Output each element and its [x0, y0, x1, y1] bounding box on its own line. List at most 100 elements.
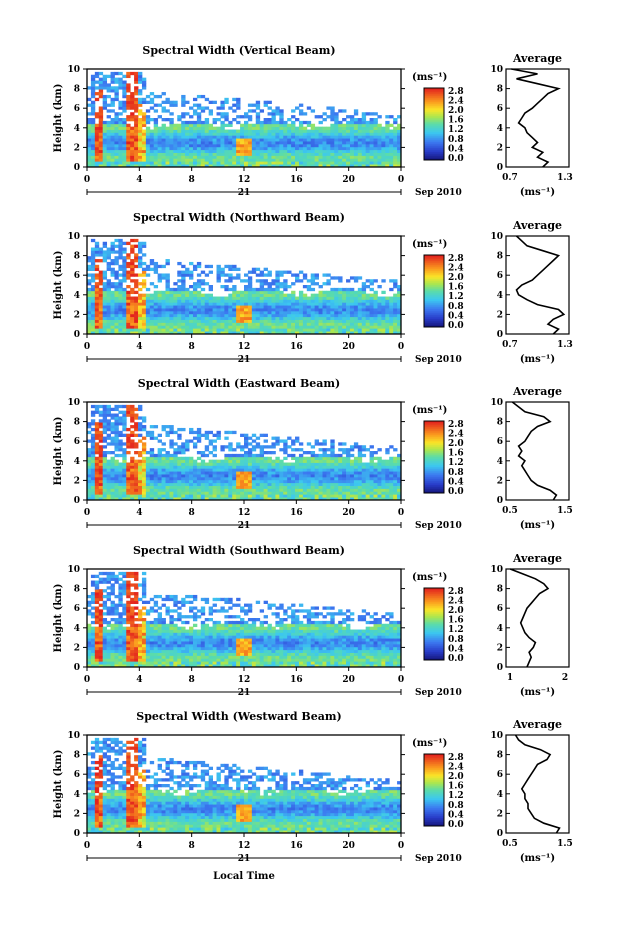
- heatmap-cell: [228, 479, 233, 484]
- heatmap-cell: [185, 305, 190, 309]
- heatmap-cell: [349, 488, 355, 492]
- heatmap-cell: [216, 270, 221, 274]
- heatmap-cell: [110, 451, 115, 455]
- heatmap-cell: [106, 152, 111, 156]
- heatmap-cell: [291, 296, 296, 300]
- heatmap-cell: [334, 316, 339, 320]
- heatmap-cell: [161, 135, 166, 139]
- heatmap-cell: [275, 331, 280, 334]
- heatmap-cell: [306, 308, 312, 312]
- heatmap-cell: [259, 491, 265, 495]
- heatmap-cell: [94, 448, 100, 452]
- heatmap-cell: [141, 129, 147, 133]
- heatmap-cell: [287, 479, 292, 484]
- heatmap-cell: [169, 488, 174, 492]
- heatmap-cell: [149, 488, 155, 492]
- heatmap-cell: [114, 97, 119, 102]
- heatmap-cell: [220, 146, 225, 151]
- heatmap-cell: [287, 132, 292, 136]
- heatmap-cell: [149, 459, 155, 463]
- heatmap-cell: [369, 120, 374, 125]
- heatmap-cell: [90, 89, 96, 93]
- heatmap-cell: [87, 299, 92, 303]
- heatmap-cell: [318, 135, 323, 139]
- heatmap-cell: [244, 152, 249, 156]
- heatmap-cell: [302, 299, 308, 303]
- heatmap-cell: [377, 310, 382, 315]
- heatmap-cell: [287, 299, 292, 303]
- heatmap-cell: [224, 436, 229, 440]
- heatmap-cell: [389, 313, 394, 318]
- heatmap-cell: [185, 494, 190, 498]
- heatmap-cell: [212, 476, 217, 481]
- heatmap-cell: [192, 479, 198, 484]
- heatmap-cell: [298, 109, 304, 113]
- heatmap-cell: [247, 129, 253, 133]
- heatmap-cell: [141, 261, 147, 266]
- heatmap-cell: [130, 261, 135, 266]
- heatmap-cell: [153, 158, 159, 162]
- heatmap-cell: [177, 451, 182, 455]
- heatmap-cell: [200, 305, 206, 309]
- heatmap-cell: [361, 322, 367, 326]
- heatmap-cell: [94, 325, 100, 329]
- heatmap-cell: [310, 308, 316, 312]
- heatmap-cell: [263, 479, 268, 484]
- heatmap-cell: [157, 465, 162, 469]
- heatmap-cell: [228, 459, 233, 463]
- heatmap-cell: [94, 422, 100, 426]
- heatmap-cell: [126, 270, 131, 274]
- heatmap-cell: [349, 476, 355, 481]
- heatmap-cell: [365, 325, 371, 329]
- heatmap-cell: [216, 328, 221, 332]
- heatmap-cell: [302, 129, 308, 133]
- heatmap-cell: [106, 305, 111, 309]
- heatmap-cell: [189, 302, 194, 306]
- heatmap-cell: [353, 488, 359, 492]
- heatmap-cell: [322, 146, 327, 151]
- heatmap-cell: [263, 126, 268, 130]
- heatmap-cell: [196, 261, 202, 266]
- heatmap-cell: [232, 276, 237, 280]
- avg-title: Average: [512, 52, 562, 65]
- colorbar-swatch: [424, 122, 444, 125]
- heatmap-cell: [114, 471, 119, 475]
- heatmap-cell: [87, 155, 92, 159]
- heatmap-cell: [302, 155, 308, 159]
- heatmap-cell: [189, 149, 194, 153]
- heatmap-cell: [212, 100, 217, 104]
- heatmap-cell: [204, 282, 210, 286]
- heatmap-cell: [381, 459, 386, 463]
- heatmap-cell: [357, 123, 363, 128]
- heatmap-cell: [153, 155, 159, 159]
- heatmap-cell: [145, 115, 151, 119]
- heatmap-cell: [169, 299, 174, 303]
- heatmap-cell: [192, 264, 198, 269]
- heatmap-cell: [318, 482, 323, 486]
- heatmap-cell: [322, 485, 327, 489]
- heatmap-cell: [322, 439, 327, 443]
- heatmap-cell: [310, 158, 316, 162]
- avg-profile-line: [511, 68, 561, 168]
- heatmap-cell: [177, 290, 182, 295]
- heatmap-cell: [251, 308, 257, 312]
- heatmap-cell: [110, 316, 115, 320]
- heatmap-cell: [263, 273, 268, 277]
- heatmap-cell: [192, 482, 198, 486]
- heatmap-cell: [255, 310, 261, 315]
- colorbar-swatch: [424, 267, 444, 270]
- heatmap-cell: [216, 433, 221, 437]
- heatmap-cell: [326, 468, 331, 472]
- heatmap-cell: [122, 422, 127, 426]
- heatmap-cell: [365, 299, 371, 303]
- heatmap-cell: [94, 267, 100, 271]
- heatmap-cell: [208, 468, 213, 472]
- heatmap-cell: [212, 331, 217, 334]
- heatmap-cell: [149, 259, 155, 263]
- heatmap-cell: [397, 491, 401, 495]
- heatmap-cell: [357, 328, 363, 332]
- heatmap-cell: [279, 135, 284, 139]
- heatmap-cell: [279, 273, 284, 277]
- heatmap-cell: [153, 302, 159, 306]
- heatmap-cell: [181, 120, 186, 125]
